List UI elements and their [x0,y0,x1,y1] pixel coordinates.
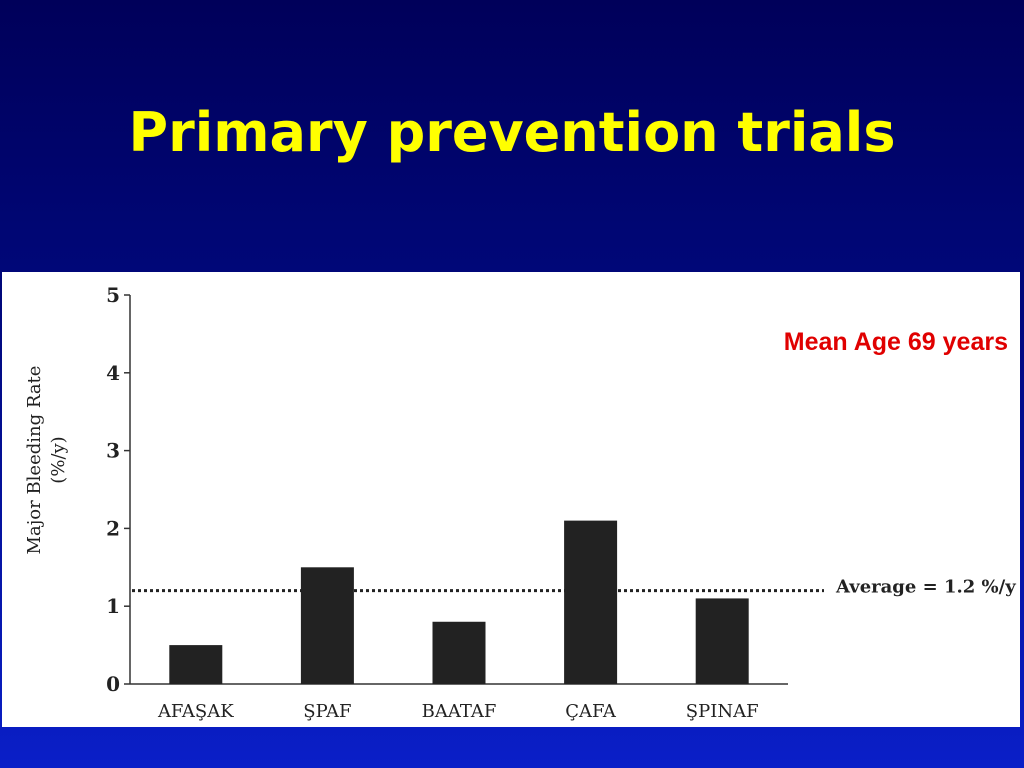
x-tick-label: ŞPAF [303,701,351,722]
y-tick-label: 0 [106,672,120,696]
x-tick-label: ÇAFA [565,701,617,722]
x-tick-label: ŞPINAF [686,701,759,722]
y-axis-title: Major Bleeding Rate (%/y) [24,366,69,555]
bar [564,520,618,684]
y-tick-label: 1 [106,594,120,618]
x-labels: AFAŞAK ŞPAF BAATAF ÇAFA ŞPINAF [157,701,759,722]
chart-panel: Major Bleeding Rate (%/y) 0 1 2 3 4 5 AFAŞAK Ş… [2,272,1020,727]
bar-chart: Major Bleeding Rate (%/y) 0 1 2 3 4 5 AFAŞAK Ş… [24,283,1016,722]
bar [169,645,223,684]
bars [169,520,749,684]
bar [695,598,749,684]
average-label: Average = 1.2 %/y [835,577,1016,598]
y-tick-label: 5 [106,283,120,307]
x-tick-label: BAATAF [422,701,497,722]
slide-title: Primary prevention trials [128,101,896,164]
y-axis-label: Major Bleeding Rate [24,366,45,555]
y-tick-label: 2 [106,516,120,540]
bar [300,567,354,684]
bar [432,621,486,684]
y-tick-label: 4 [106,361,120,385]
mean-age-note: Mean Age 69 years [783,328,1008,356]
y-ticks: 0 1 2 3 4 5 [106,283,130,696]
x-tick-label: AFAŞAK [157,701,234,722]
y-axis-unit: (%/y) [48,436,69,483]
y-tick-label: 3 [106,439,120,463]
